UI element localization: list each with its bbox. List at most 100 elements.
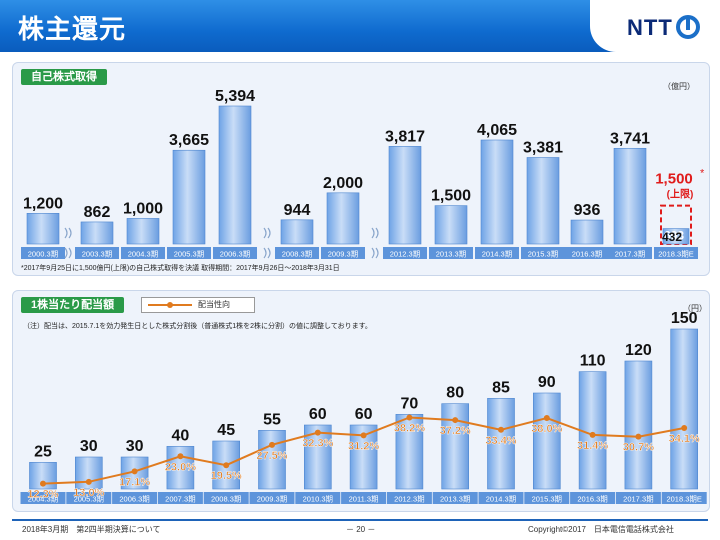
dividend-bar-value: 60	[309, 406, 327, 423]
dividend-bar-value: 80	[446, 385, 464, 402]
buyback-bar	[326, 192, 360, 245]
buyback-axis-label-bg	[75, 247, 119, 259]
legend-line-icon	[148, 302, 192, 308]
dividend-axis-label-bg	[66, 492, 112, 504]
payout-ratio-point	[498, 426, 504, 433]
footer-page-number: － 20 －	[346, 525, 376, 534]
dividend-bar-value: 30	[126, 438, 144, 455]
payout-ratio-label: 33.4%	[485, 435, 516, 447]
unit-label-oku-yen: （億円）	[663, 82, 695, 91]
buyback-axis-label: 2014.3期	[482, 250, 512, 259]
buyback-axis-label-bg	[608, 247, 652, 259]
dividend-bar-value: 70	[401, 395, 419, 412]
buyback-bar-value: 862	[84, 204, 111, 221]
buyback-bar	[613, 147, 647, 245]
buyback-bar-value: 1,500	[431, 188, 471, 205]
buyback-axis-label: 2013.3期	[436, 250, 466, 259]
payout-ratio-point	[40, 480, 46, 487]
buyback-axis-label-bg	[565, 247, 609, 259]
buyback-axis-label: 2009.3期	[328, 250, 358, 259]
buyback-bar	[388, 146, 422, 245]
dividend-axis-label: 2005.3期	[74, 495, 104, 504]
buyback-bar-value: 4,065	[477, 122, 517, 139]
payout-ratio-point	[681, 424, 688, 431]
payout-ratio-point	[269, 441, 275, 448]
dividend-axis-label: 2017.3期	[623, 495, 653, 504]
buyback-axis-label: 2005.3期	[174, 250, 204, 259]
buyback-footnote: *2017年9月25日に1,500億円(上限)の自己株式取得を決議 取得期間：2…	[21, 265, 340, 272]
dividend-axis-label: 2014.3期	[486, 495, 516, 504]
axis-break-icon	[64, 247, 72, 259]
axis-break-icon	[263, 227, 271, 239]
payout-ratio-label: 17.1%	[119, 476, 150, 488]
buyback-bar-value: 1,200	[23, 195, 63, 212]
dividend-axis-label-bg	[661, 492, 707, 504]
buyback-bar	[26, 212, 60, 245]
buyback-axis-label: 2017.3期	[615, 250, 645, 259]
buyback-forecast-done-value: 603	[664, 229, 684, 243]
buyback-bar	[434, 205, 468, 245]
buyback-bar-value: 2,000	[323, 175, 363, 192]
dividend-bar-value: 85	[492, 379, 510, 396]
footer-copyright: Copyright©2017 日本電信電話株式会社	[528, 525, 674, 534]
buyback-axis-label: 2015.3期	[528, 250, 558, 259]
dividend-axis-label-bg	[203, 492, 249, 504]
buyback-axis-label: 2003.3期	[82, 250, 112, 259]
dividend-axis-label-bg	[112, 492, 158, 504]
payout-ratio-label: 32.3%	[302, 438, 333, 450]
payout-ratio-label: 19.5%	[211, 470, 242, 482]
dividend-axis-label: 2018.3期E	[666, 495, 701, 504]
buyback-bar	[126, 218, 160, 245]
dividend-bar	[487, 398, 515, 490]
payout-ratio-label: 31.4%	[577, 440, 608, 452]
buyback-forecast-limit-value: 1,500	[655, 171, 693, 188]
buyback-bar-value: 3,741	[610, 130, 650, 147]
dividend-bar-value: 30	[80, 438, 98, 455]
buyback-bar	[526, 157, 560, 245]
buyback-forecast-value: 432	[662, 230, 682, 244]
payout-ratio-point	[314, 429, 321, 436]
payout-ratio-point	[589, 431, 596, 438]
legend: 配当性向	[141, 297, 255, 313]
buyback-bar	[480, 139, 514, 245]
dividend-bar-value: 45	[217, 422, 235, 439]
dividend-bar-value: 110	[580, 353, 606, 370]
dividend-bar-value: 150	[671, 310, 698, 327]
dividend-axis-label: 2006.3期	[119, 495, 149, 504]
axis-break-icon	[371, 247, 379, 259]
dividend-note: （注）配当は、2015.7.1を効力発生日とした株式分割後（普通株式1株を2株に…	[23, 323, 372, 330]
payout-ratio-point	[85, 478, 92, 485]
payout-ratio-point	[360, 432, 367, 439]
dividend-axis-label: 2011.3期	[349, 495, 379, 504]
dividend-bar	[258, 430, 286, 490]
dividend-bar	[670, 328, 699, 490]
dividend-axis-label-bg	[157, 492, 203, 504]
payout-ratio-point	[223, 462, 230, 469]
page-title: 株主還元	[18, 14, 127, 44]
payout-ratio-label: 34.1%	[669, 433, 700, 445]
buyback-bar-value: 3,817	[385, 128, 425, 145]
buyback-bar-value: 944	[284, 202, 311, 219]
buyback-bar	[172, 149, 206, 245]
dividend-axis-label-bg	[478, 492, 524, 504]
dividend-bar-value: 55	[263, 411, 281, 428]
buyback-axis-label: 2012.3期	[390, 250, 420, 259]
dividend-axis-label: 2007.3期	[165, 495, 195, 504]
payout-ratio-point	[452, 417, 459, 424]
dividend-axis-label: 2008.3期	[211, 495, 241, 504]
axis-break-icon	[263, 247, 271, 259]
dividend-bar	[29, 462, 57, 490]
buyback-bar	[280, 219, 314, 245]
dividend-axis-label: 2012.3期	[394, 495, 424, 504]
payout-ratio-point	[635, 433, 642, 440]
dividend-axis-label-bg	[570, 492, 616, 504]
payout-ratio-label: 38.0%	[531, 423, 562, 435]
payout-ratio-label: 23.0%	[165, 461, 196, 473]
payout-ratio-point	[543, 415, 550, 422]
footer-divider	[12, 519, 708, 521]
unit-label-yen: （円）	[683, 304, 707, 313]
footer-left-text: 2018年3月期 第2四半期決算について	[22, 525, 161, 534]
buyback-axis-label: 2006.3期	[220, 250, 250, 259]
buyback-axis-label-bg	[383, 247, 427, 259]
dividend-axis-label-bg	[615, 492, 661, 504]
